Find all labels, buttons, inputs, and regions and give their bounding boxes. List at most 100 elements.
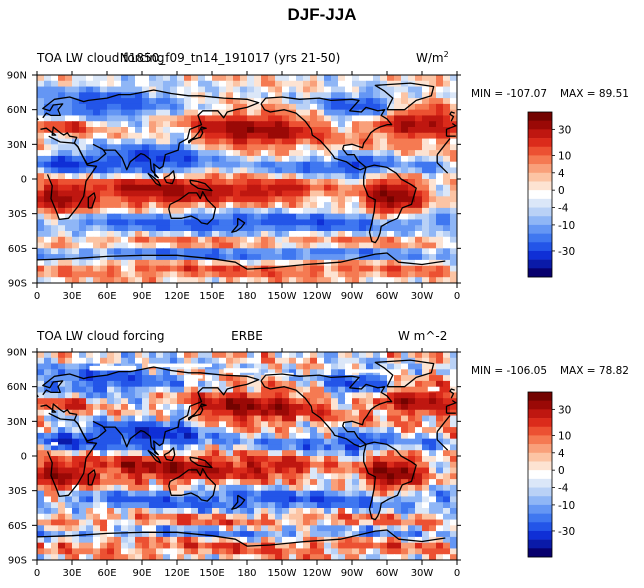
contour-cell (163, 161, 171, 169)
contour-cell (359, 179, 367, 186)
contour-cell (212, 536, 220, 544)
contour-cell (212, 242, 220, 249)
contour-cell (65, 150, 73, 157)
contour-cell (198, 519, 206, 526)
contour-cell (380, 150, 388, 157)
contour-cell (450, 369, 457, 376)
contour-cell (268, 144, 276, 151)
contour-cell (100, 184, 108, 192)
contour-cell (303, 167, 311, 174)
contour-cell (93, 138, 101, 145)
contour-cell (387, 184, 395, 192)
contour-cell (135, 225, 143, 232)
contour-cell (331, 190, 339, 197)
contour-cell (254, 127, 262, 134)
colorbar-swatch (528, 435, 552, 445)
contour-cell (198, 80, 206, 88)
contour-cell (324, 265, 332, 273)
contour-cell (191, 473, 199, 480)
contour-cell (79, 236, 87, 244)
contour-cell (275, 438, 283, 446)
contour-cell (331, 219, 339, 226)
contour-cell (359, 357, 367, 365)
contour-cell (268, 461, 276, 469)
contour-cell (128, 225, 136, 232)
contour-cell (72, 259, 80, 267)
contour-cell (219, 115, 227, 122)
contour-cell (93, 398, 101, 405)
contour-cell (198, 415, 206, 422)
contour-cell (338, 132, 346, 140)
contour-cell (163, 98, 171, 105)
contour-cell (79, 115, 87, 122)
contour-cell (450, 542, 457, 550)
contour-cell (107, 357, 115, 365)
contour-cell (135, 132, 143, 140)
contour-cell (408, 490, 416, 498)
contour-cell (156, 219, 164, 226)
contour-cell (317, 432, 325, 440)
contour-cell (324, 86, 332, 93)
contour-cell (338, 525, 346, 532)
contour-cell (387, 219, 395, 226)
contour-cell (324, 196, 332, 203)
contour-cell (44, 392, 52, 399)
contour-cell (58, 207, 66, 215)
contour-cell (142, 496, 150, 503)
contour-cell (72, 80, 80, 88)
contour-cell (422, 352, 430, 359)
contour-cell (58, 386, 66, 394)
contour-cell (282, 98, 290, 105)
contour-cell (128, 484, 136, 492)
contour-cell (149, 219, 157, 226)
contour-cell (128, 219, 136, 226)
contour-cell (219, 92, 227, 99)
contour-cell (436, 473, 444, 480)
contour-cell (310, 271, 318, 278)
contour-cell (79, 542, 87, 550)
contour-cell (387, 427, 395, 434)
contour-cell (289, 375, 297, 382)
colorbar-swatch (528, 452, 552, 462)
contour-cell (275, 254, 283, 261)
contour-cell (282, 484, 290, 492)
contour-cell (352, 421, 360, 428)
contour-cell (450, 444, 457, 451)
contour-cell (37, 363, 45, 370)
contour-cell (408, 525, 416, 532)
contour-cell (107, 352, 115, 359)
contour-cell (331, 484, 339, 492)
contour-cell (373, 225, 381, 232)
contour-cell (443, 231, 451, 238)
contour-cell (58, 508, 66, 515)
contour-cell (93, 248, 101, 255)
contour-cell (72, 138, 80, 145)
contour-cell (58, 161, 66, 169)
contour-cell (142, 161, 150, 169)
contour-cell (72, 115, 80, 122)
contour-cell (37, 259, 45, 267)
contour-cell (191, 467, 199, 474)
contour-cell (135, 202, 143, 209)
contour-cell (324, 225, 332, 232)
contour-cell (275, 525, 283, 532)
contour-cell (338, 409, 346, 417)
contour-cell (205, 150, 213, 157)
contour-cell (156, 242, 164, 249)
contour-cell (408, 467, 416, 474)
contour-cell (429, 150, 437, 157)
contour-cell (226, 213, 234, 221)
contour-cell (100, 461, 108, 469)
contour-cell (156, 173, 164, 180)
contour-cell (345, 456, 353, 463)
contour-cell (338, 86, 346, 93)
contour-cell (310, 461, 318, 469)
contour-cell (51, 184, 59, 192)
contour-cell (422, 132, 430, 140)
contour-cell (86, 392, 94, 399)
contour-cell (324, 531, 332, 538)
contour-cell (352, 554, 360, 560)
contour-cell (345, 421, 353, 428)
contour-cell (37, 450, 45, 457)
contour-cell (247, 386, 255, 394)
